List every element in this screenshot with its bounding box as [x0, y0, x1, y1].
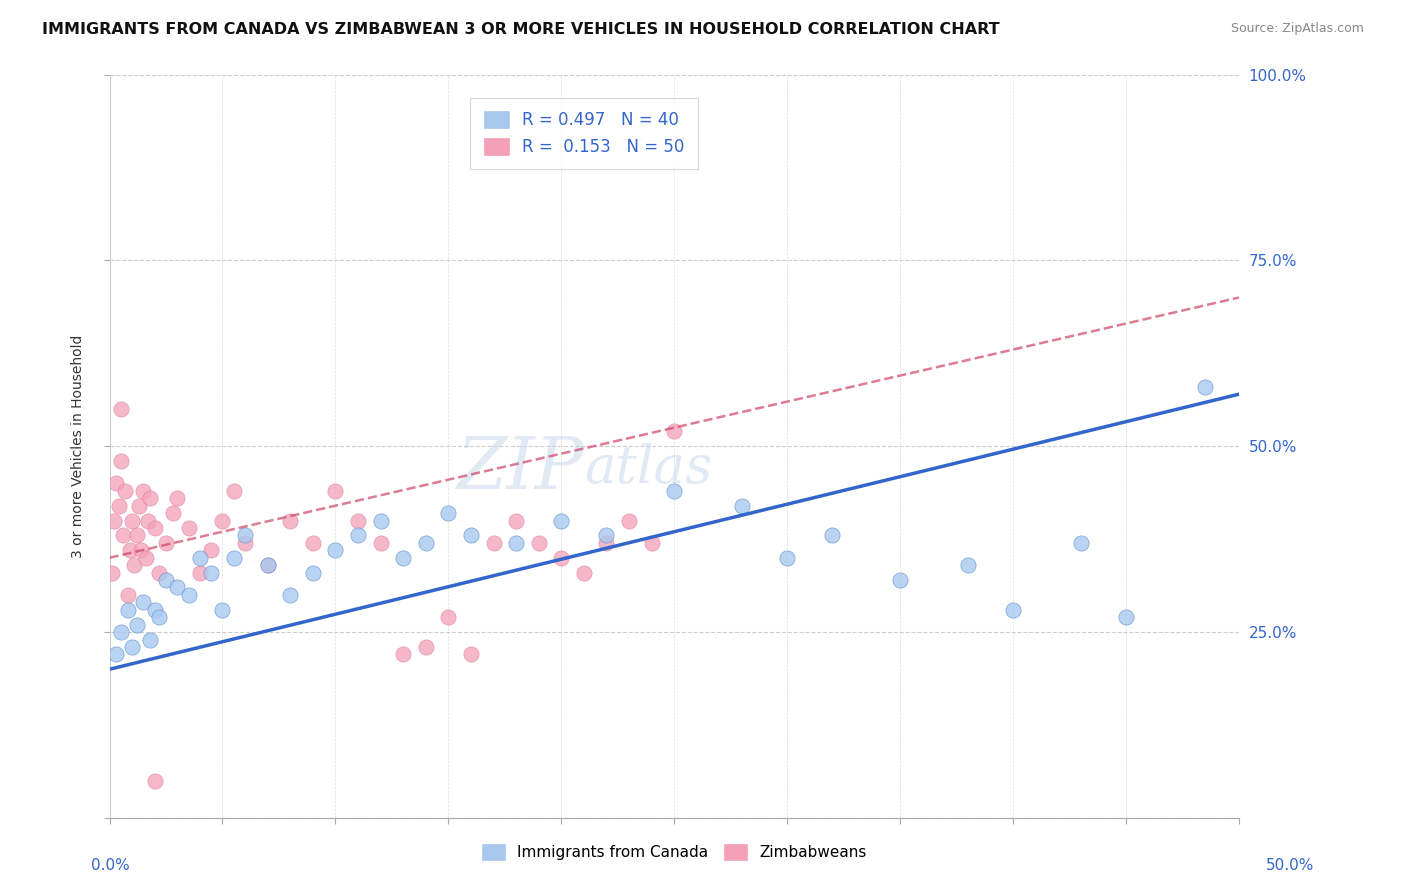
Point	[505, 536, 527, 550]
Point	[595, 528, 617, 542]
Point	[103, 514, 125, 528]
Point	[132, 595, 155, 609]
Point	[135, 550, 157, 565]
Point	[437, 506, 460, 520]
Text: IMMIGRANTS FROM CANADA VS ZIMBABWEAN 3 OR MORE VEHICLES IN HOUSEHOLD CORRELATION: IMMIGRANTS FROM CANADA VS ZIMBABWEAN 3 O…	[42, 22, 1000, 37]
Point	[162, 506, 184, 520]
Point	[121, 640, 143, 654]
Point	[143, 603, 166, 617]
Point	[110, 402, 132, 417]
Point	[166, 581, 188, 595]
Point	[121, 514, 143, 528]
Legend: R = 0.497   N = 40, R =  0.153   N = 50: R = 0.497 N = 40, R = 0.153 N = 50	[470, 98, 697, 169]
Point	[1115, 610, 1137, 624]
Point	[370, 536, 392, 550]
Point	[347, 528, 370, 542]
Point	[370, 514, 392, 528]
Point	[177, 521, 200, 535]
Point	[105, 476, 128, 491]
Point	[325, 543, 347, 558]
Point	[550, 514, 572, 528]
Point	[664, 483, 686, 498]
Point	[107, 499, 129, 513]
Point	[301, 536, 323, 550]
Point	[143, 773, 166, 788]
Point	[278, 588, 301, 602]
Point	[392, 550, 415, 565]
Point	[482, 536, 505, 550]
Point	[200, 543, 222, 558]
Point	[105, 648, 128, 662]
Point	[166, 491, 188, 506]
Point	[460, 528, 482, 542]
Point	[125, 528, 148, 542]
Point	[155, 536, 177, 550]
Point	[256, 558, 278, 573]
Point	[139, 632, 162, 647]
Point	[110, 625, 132, 640]
Point	[325, 483, 347, 498]
Point	[124, 558, 146, 573]
Point	[148, 610, 170, 624]
Point	[821, 528, 844, 542]
Point	[155, 573, 177, 587]
Point	[148, 566, 170, 580]
Point	[125, 617, 148, 632]
Point	[222, 550, 245, 565]
Point	[211, 514, 233, 528]
Text: ZIP: ZIP	[457, 434, 583, 504]
Point	[889, 573, 911, 587]
Point	[101, 566, 124, 580]
Point	[640, 536, 662, 550]
Point	[118, 543, 141, 558]
Point	[222, 483, 245, 498]
Point	[572, 566, 595, 580]
Point	[200, 566, 222, 580]
Text: Source: ZipAtlas.com: Source: ZipAtlas.com	[1230, 22, 1364, 36]
Point	[188, 550, 211, 565]
Point	[110, 454, 132, 468]
Point	[731, 499, 754, 513]
Point	[128, 499, 150, 513]
Point	[129, 543, 152, 558]
Point	[132, 483, 155, 498]
Point	[776, 550, 799, 565]
Text: 0.0%: 0.0%	[91, 858, 131, 873]
Point	[233, 536, 256, 550]
Point	[256, 558, 278, 573]
Point	[301, 566, 323, 580]
Point	[550, 550, 572, 565]
Point	[177, 588, 200, 602]
Point	[112, 528, 135, 542]
Point	[278, 514, 301, 528]
Point	[347, 514, 370, 528]
Point	[415, 536, 437, 550]
Point	[139, 491, 162, 506]
Point	[415, 640, 437, 654]
Point	[188, 566, 211, 580]
Point	[1194, 380, 1216, 394]
Point	[136, 514, 159, 528]
Y-axis label: 3 or more Vehicles in Household: 3 or more Vehicles in Household	[72, 334, 86, 558]
Point	[595, 536, 617, 550]
Point	[527, 536, 550, 550]
Point	[143, 521, 166, 535]
Point	[114, 483, 136, 498]
Text: 50.0%: 50.0%	[1267, 858, 1315, 873]
Point	[1070, 536, 1092, 550]
Point	[117, 588, 139, 602]
Point	[117, 603, 139, 617]
Point	[392, 648, 415, 662]
Point	[460, 648, 482, 662]
Point	[956, 558, 979, 573]
Point	[437, 610, 460, 624]
Point	[211, 603, 233, 617]
Point	[664, 425, 686, 439]
Point	[1002, 603, 1025, 617]
Text: atlas: atlas	[583, 443, 711, 494]
Point	[505, 514, 527, 528]
Point	[233, 528, 256, 542]
Point	[617, 514, 640, 528]
